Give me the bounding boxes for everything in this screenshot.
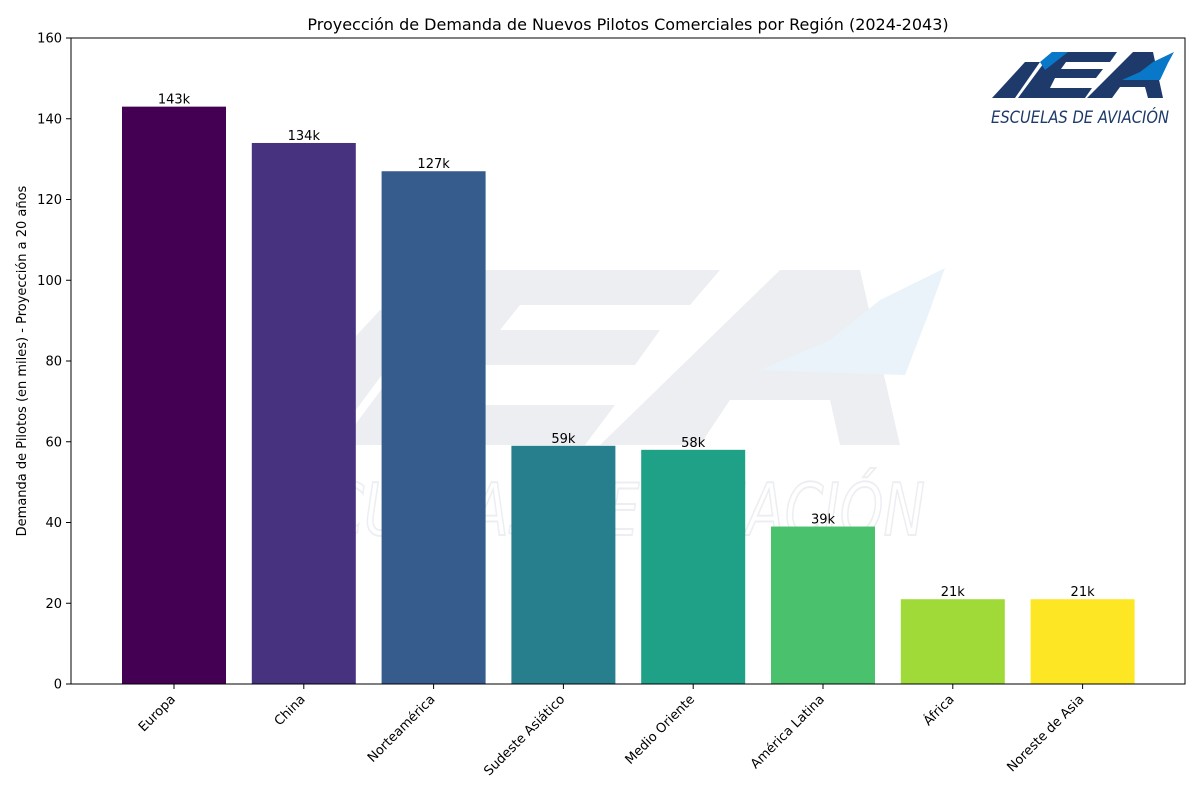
y-tick-label: 60 xyxy=(45,435,62,450)
bar-value-label: 127k xyxy=(417,157,450,172)
bar-5 xyxy=(771,526,875,684)
x-tick-label: Norteamérica xyxy=(365,692,438,765)
bar-3 xyxy=(511,445,616,684)
y-tick-label: 20 xyxy=(45,597,62,612)
bar-value-label: 39k xyxy=(811,513,836,528)
x-tick-label: China xyxy=(272,692,309,729)
x-tick-label: África xyxy=(920,692,958,730)
y-tick-label: 120 xyxy=(37,193,62,208)
x-tick-label: América Latina xyxy=(748,692,828,772)
x-tick-label: Europa xyxy=(136,692,179,735)
y-tick-label: 0 xyxy=(54,678,62,693)
bar-value-label: 21k xyxy=(941,585,966,600)
logo: ESCUELAS DE AVIACIÓN xyxy=(991,52,1174,128)
y-tick-label: 100 xyxy=(37,274,62,289)
bar-value-label: 21k xyxy=(1071,585,1096,600)
y-tick-label: 80 xyxy=(45,355,62,370)
y-axis: 0 20 40 60 80 100 120 140 160 xyxy=(37,32,71,693)
logo-text: ESCUELAS DE AVIACIÓN xyxy=(991,106,1169,128)
y-tick-label: 40 xyxy=(45,516,62,531)
x-axis: Europa China Norteamérica Sudeste Asiático M… xyxy=(136,684,1087,779)
y-tick-label: 160 xyxy=(37,32,62,47)
bar-7 xyxy=(1030,599,1135,684)
bars-group xyxy=(122,106,1135,685)
bar-value-label: 58k xyxy=(681,436,706,451)
x-tick-label: Medio Oriente xyxy=(623,692,698,767)
bar-0 xyxy=(122,106,226,684)
bar-1 xyxy=(251,142,356,685)
bar-value-label: 134k xyxy=(288,129,321,144)
x-tick-label: Noreste de Asia xyxy=(1004,692,1087,775)
bar-labels-group: 143k 134k 127k 59k 58k 39k 21k 21k xyxy=(158,93,1095,601)
bar-value-label: 143k xyxy=(158,93,191,108)
bar-value-label: 59k xyxy=(551,432,576,447)
watermark-logo-icon xyxy=(255,268,945,445)
chart-title: Proyección de Demanda de Nuevos Pilotos … xyxy=(307,15,948,34)
bar-2 xyxy=(381,171,486,685)
bar-6 xyxy=(900,599,1005,684)
x-tick-label: Sudeste Asiático xyxy=(481,692,568,779)
y-tick-label: 140 xyxy=(37,112,62,127)
y-axis-label: Demanda de Pilotos (en miles) - Proyecci… xyxy=(15,185,30,536)
bar-4 xyxy=(641,449,746,684)
logo-icon xyxy=(992,52,1174,98)
